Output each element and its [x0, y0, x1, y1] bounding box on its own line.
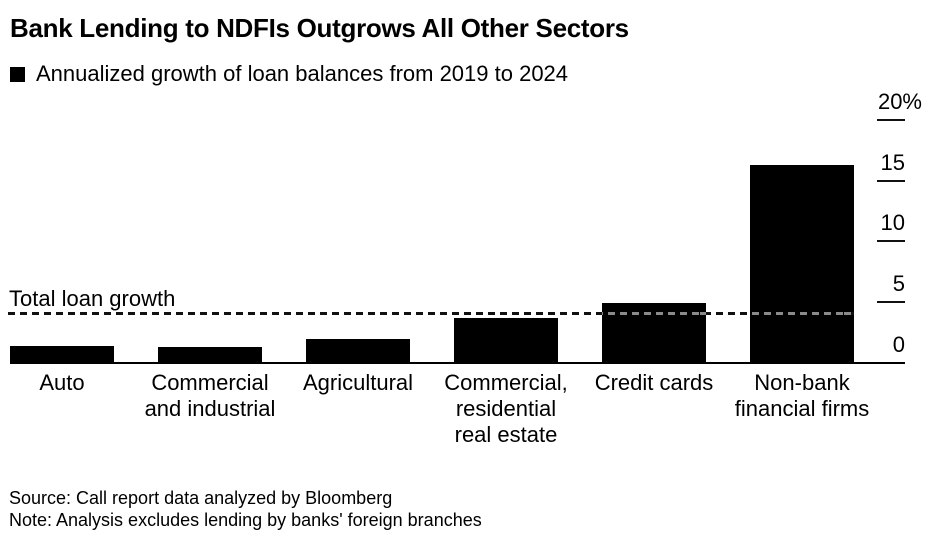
y-axis-tick-label: 15 — [880, 150, 905, 175]
x-category-label-commercial: Commercial and industrial — [144, 370, 276, 421]
chart-title: Bank Lending to NDFIs Outgrows All Other… — [10, 13, 629, 43]
bar-agricultural — [306, 339, 410, 363]
note-text: Note: Analysis excludes lending by banks… — [9, 510, 482, 530]
y-axis-tick-label: 0 — [892, 332, 905, 357]
y-axis-tick — [877, 119, 905, 121]
total-loan-growth-line-overlay — [602, 312, 706, 315]
x-category-label-agricultural: Agricultural — [302, 370, 414, 395]
y-axis-tick-label: 5 — [892, 271, 905, 296]
legend: Annualized growth of loan balances from … — [10, 62, 568, 86]
y-axis-tick — [877, 240, 905, 242]
y-axis-tick — [877, 301, 905, 303]
y-axis-tick-label: 20% — [877, 89, 922, 114]
y-axis-tick-label: 10 — [880, 210, 905, 235]
bar-commercial — [454, 318, 558, 363]
x-category-label-commercial: Commercial, residential real estate — [444, 370, 568, 447]
legend-swatch-icon — [10, 66, 25, 82]
bar-auto — [10, 346, 114, 363]
x-axis-line — [10, 362, 905, 364]
bar-non-bank — [750, 165, 854, 363]
x-category-label-non-bank: Non-bank financial firms — [734, 370, 870, 421]
source-text: Source: Call report data analyzed by Blo… — [9, 488, 393, 508]
total-loan-growth-line — [8, 312, 854, 315]
bar-commercial — [158, 347, 262, 363]
y-axis-tick — [877, 180, 905, 182]
chart-footer: Source: Call report data analyzed by Blo… — [9, 487, 482, 531]
x-category-label-credit-cards: Credit cards — [594, 370, 714, 395]
total-loan-growth-label: Total loan growth — [9, 286, 176, 311]
legend-label: Annualized growth of loan balances from … — [36, 61, 569, 86]
total-loan-growth-line-overlay — [750, 312, 854, 315]
x-category-label-auto: Auto — [39, 370, 85, 395]
